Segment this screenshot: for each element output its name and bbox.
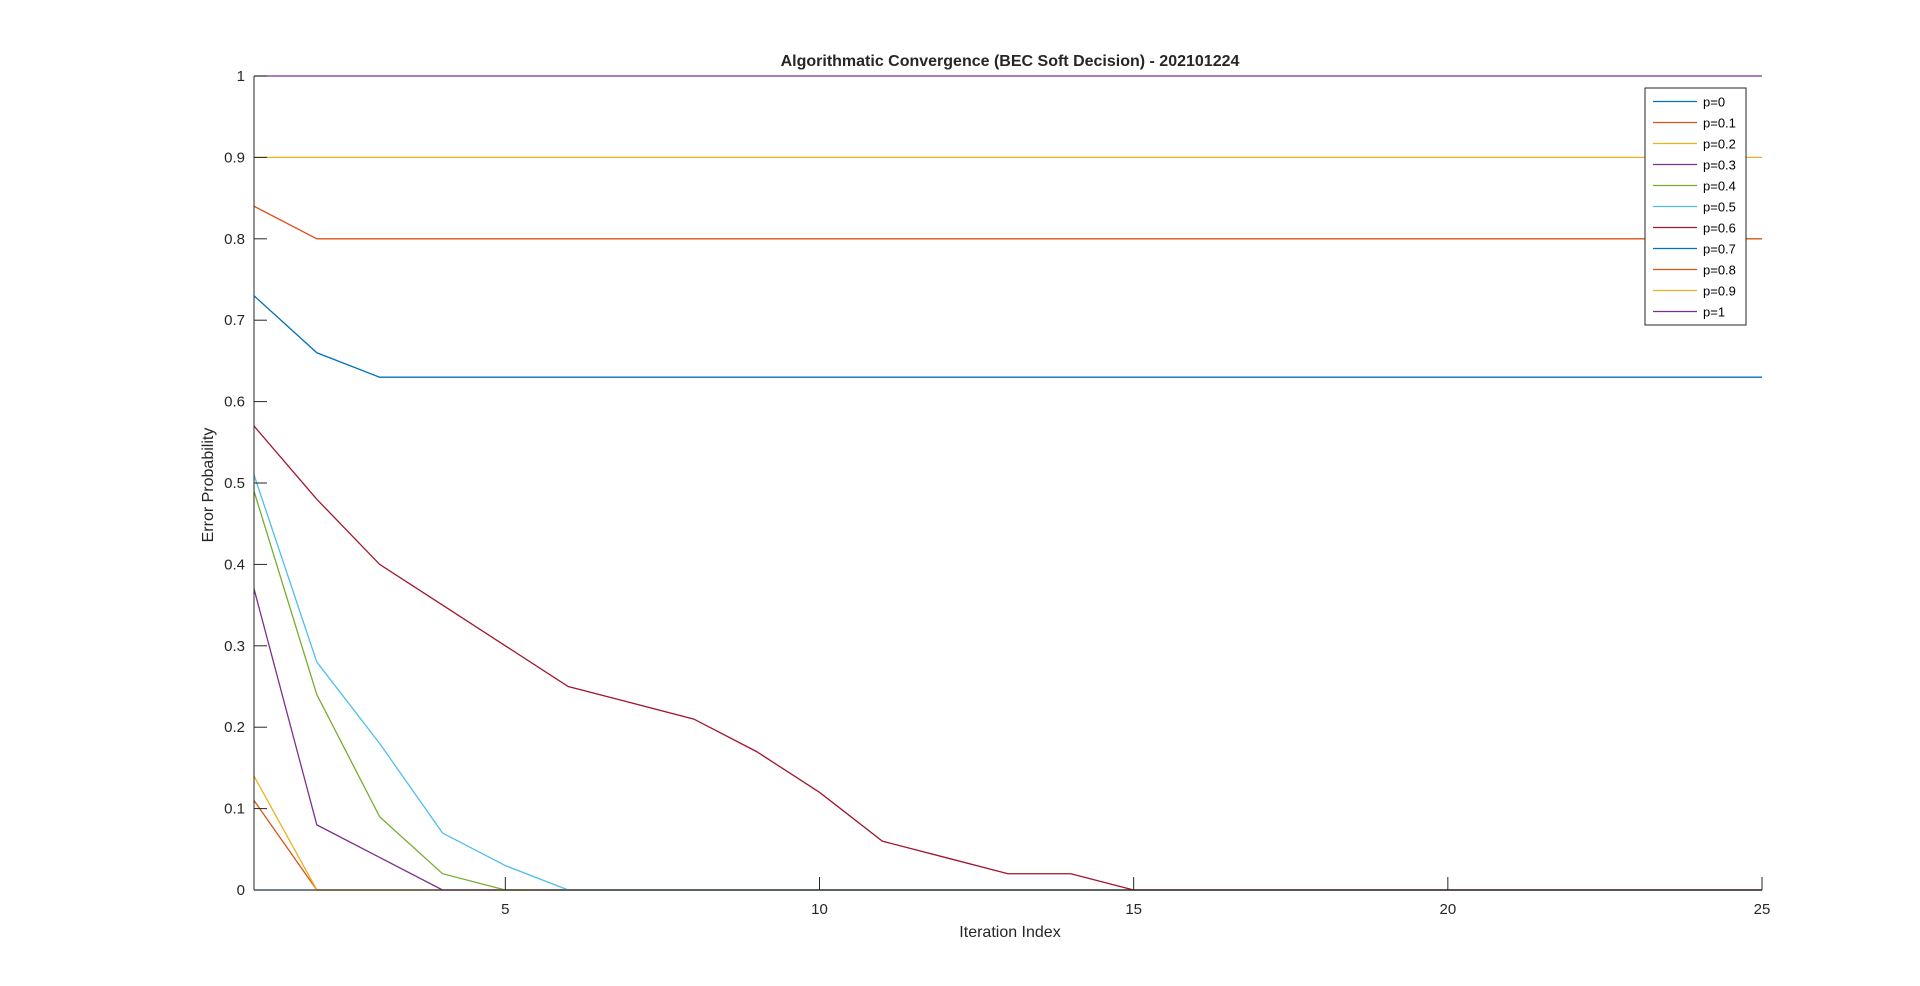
x-tick-label: 15 [1125, 901, 1142, 918]
legend-entry: p=0 [1703, 95, 1725, 110]
series-line-6 [253, 425, 1762, 891]
y-tick-label: 0.8 [224, 231, 245, 248]
chart-title: Algorithmatic Convergence (BEC Soft Deci… [781, 53, 1240, 70]
x-tick-label: 10 [811, 901, 828, 918]
y-tick-label: 0.2 [224, 719, 245, 736]
legend-entry: p=0.3 [1703, 158, 1736, 173]
legend: p=0 p=0.1 p=0.2 p=0.3 p=0.4 p=0.5 p=0.6 p=0.7 p=… [1644, 87, 1747, 326]
x-tick-label: 20 [1439, 901, 1456, 918]
y-tick-label: 0.4 [224, 556, 245, 573]
series-layer [253, 75, 1762, 891]
legend-entry: p=0.1 [1703, 116, 1736, 131]
legend-entry: p=0.9 [1703, 284, 1736, 299]
series-line-4 [253, 490, 1762, 891]
series-line-3 [253, 588, 1762, 891]
legend-entry: p=1 [1703, 305, 1725, 320]
legend-entry: p=0.6 [1703, 221, 1736, 236]
y-tick-label: 0.3 [224, 638, 245, 655]
series-line-7 [253, 295, 1762, 378]
y-tick-label: 0.6 [224, 394, 245, 411]
x-axis-label: Iteration Index [959, 924, 1060, 941]
x-tick-label: 5 [501, 901, 509, 918]
series-line-1 [253, 800, 1762, 891]
y-tick-label: 0.7 [224, 312, 245, 329]
y-tick-label: 0.9 [224, 149, 245, 166]
series-line-2 [253, 775, 1762, 891]
ticks-layer: 5 10 15 20 25 0 0.1 0.2 0.3 0.4 0.5 0.6 0.7 0.8 0.9 1 [224, 68, 1770, 918]
y-tick-label: 0 [237, 882, 245, 899]
x-tick-label: 25 [1754, 901, 1771, 918]
legend-entry: p=0.4 [1703, 179, 1736, 194]
y-tick-label: 1 [237, 68, 245, 85]
y-tick-label: 0.1 [224, 801, 245, 818]
axes-layer [253, 76, 1762, 891]
legend-entry: p=0.5 [1703, 200, 1736, 215]
series-line-5 [253, 474, 1762, 891]
y-tick-label: 0.5 [224, 475, 245, 492]
series-line-8 [253, 205, 1762, 240]
legend-entry: p=0.7 [1703, 242, 1736, 257]
legend-entry: p=0.2 [1703, 137, 1736, 152]
legend-entry: p=0.8 [1703, 263, 1736, 278]
y-axis-label: Error Probability [200, 428, 217, 543]
